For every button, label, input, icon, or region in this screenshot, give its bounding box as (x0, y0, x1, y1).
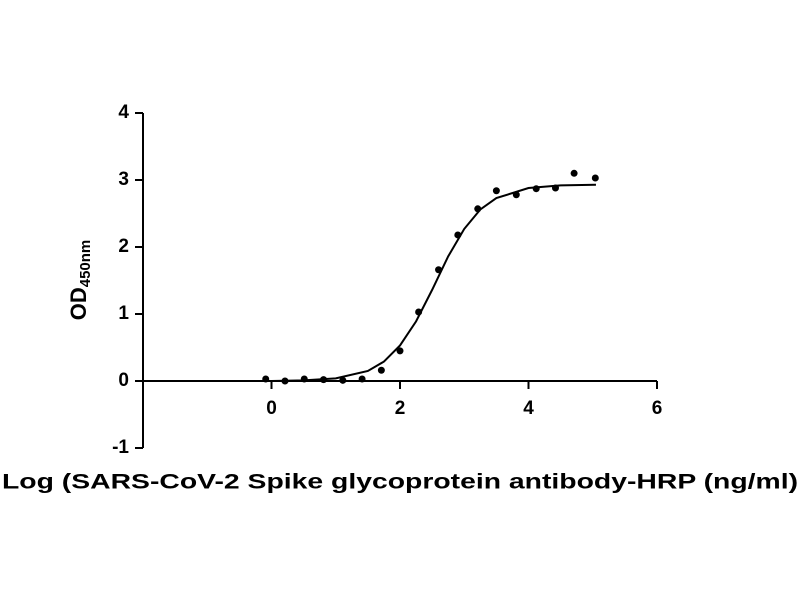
data-point (570, 169, 578, 177)
x-tick-label: 4 (523, 398, 534, 419)
data-point (551, 184, 559, 192)
data-point (454, 231, 462, 239)
fit-curve (265, 183, 596, 382)
data-point (512, 191, 520, 199)
x-axis-label: Log (SARS-CoV-2 Spike glycoprotein antib… (2, 471, 798, 494)
y-axis-label: OD450nm (66, 240, 94, 321)
data-point (377, 366, 385, 374)
data-point (415, 308, 423, 316)
data-point (435, 266, 443, 274)
data-point (492, 187, 500, 195)
y-tick-label: -1 (112, 437, 129, 458)
y-tick-label: 4 (118, 102, 129, 123)
x-tick-label: 2 (395, 398, 406, 419)
x-tick-label: 0 (266, 398, 277, 419)
data-point (339, 376, 347, 384)
y-tick-label: 3 (118, 169, 129, 190)
y-tick-label: 0 (118, 370, 129, 391)
y-axis-label-subscript: 450nm (77, 240, 94, 288)
data-point (262, 375, 270, 383)
data-point (358, 375, 366, 383)
data-point (281, 377, 289, 385)
y-tick-label: 1 (118, 303, 129, 324)
data-point (474, 205, 482, 213)
y-axis-label-main: OD (66, 287, 91, 320)
data-point (320, 376, 328, 384)
data-point (591, 174, 599, 182)
data-point (396, 347, 404, 355)
data-point (532, 185, 540, 193)
data-point (300, 375, 308, 383)
y-tick-label: 2 (118, 236, 129, 257)
x-tick-label: 6 (652, 398, 663, 419)
